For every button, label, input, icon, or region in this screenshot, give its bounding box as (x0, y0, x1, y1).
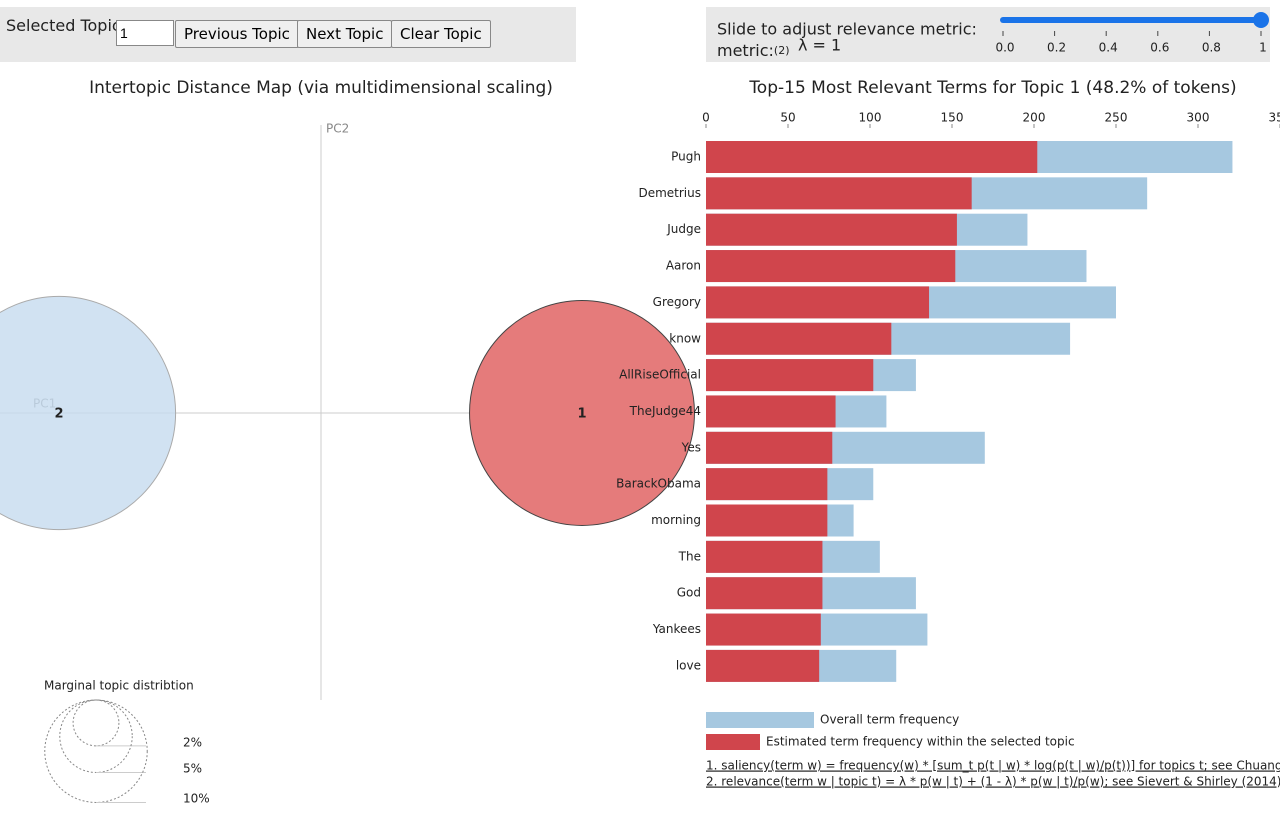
legend-size-label: 5% (183, 762, 202, 776)
term-label: BarackObama (616, 477, 701, 491)
bar[interactable] (706, 322, 892, 355)
x-tick-label: 50 (780, 111, 795, 125)
bar[interactable] (706, 359, 874, 392)
x-tick-label: 150 (941, 111, 964, 125)
topic-label: 2 (54, 407, 63, 422)
next-button[interactable]: Next Topic (297, 20, 393, 48)
legend-title: Marginal topic distribtion (44, 679, 194, 693)
legend-circle (59, 699, 133, 773)
topic-controls: Selected Topic: Previous Topic Next Topi… (0, 7, 576, 62)
term-label: The (678, 549, 701, 563)
bar[interactable] (706, 286, 930, 319)
term-label: Judge (666, 222, 701, 236)
bar[interactable] (706, 395, 836, 428)
legend-label: Overall term frequency (820, 713, 959, 727)
term-label: Yes (681, 440, 701, 454)
legend-circle (72, 699, 120, 747)
slider-thumb[interactable] (1253, 12, 1269, 28)
legend-circle (44, 699, 148, 803)
map-title: Intertopic Distance Map (via multidimens… (89, 78, 553, 98)
term-label: AllRiseOfficial (619, 368, 701, 382)
term-label: Aaron (666, 259, 701, 273)
topic-input[interactable] (116, 20, 174, 46)
term-label: Yankees (652, 622, 701, 636)
chart-title: Top-15 Most Relevant Terms for Topic 1 (… (748, 78, 1236, 98)
bar[interactable] (706, 504, 828, 537)
x-tick-label: 300 (1187, 111, 1210, 125)
term-label: morning (651, 513, 701, 527)
slider-panel (706, 7, 1270, 62)
bar[interactable] (706, 177, 972, 210)
slider-tick-label: 0.6 (1150, 41, 1169, 55)
slider-tick-label: 0.2 (1047, 41, 1066, 55)
term-label: TheJudge44 (629, 404, 701, 418)
slider-note: (2) (774, 44, 790, 57)
topic-label: 1 (577, 407, 586, 422)
x-tick-label: 0 (702, 111, 710, 125)
x-tick-label: 250 (1105, 111, 1128, 125)
term-label: Demetrius (638, 186, 701, 200)
pc2-label: PC2 (326, 122, 349, 136)
slider-label-2: metric:(2) (717, 41, 790, 60)
bar[interactable] (706, 577, 823, 610)
slider-label: Slide to adjust relevance metric: (717, 20, 977, 39)
topic-label: Selected Topic: (6, 16, 127, 35)
slider-tick-label: 0.8 (1202, 41, 1221, 55)
term-label: God (677, 586, 701, 600)
bar[interactable] (706, 431, 833, 464)
topic-circle[interactable] (0, 295, 177, 531)
lambda-label: λ = 1 (798, 36, 841, 55)
slider-tick-label: 1 (1259, 41, 1267, 55)
legend-swatch (706, 734, 760, 750)
legend-swatch (706, 712, 814, 728)
legend-label: Estimated term frequency within the sele… (766, 735, 1075, 749)
term-label: Gregory (653, 295, 701, 309)
footnote: 1. saliency(term w) = frequency(w) * [su… (706, 759, 1280, 773)
slider-tick-label: 0.4 (1099, 41, 1118, 55)
x-tick-label: 350 (1269, 111, 1280, 125)
clear-button[interactable]: Clear Topic (391, 20, 491, 48)
x-tick-label: 100 (859, 111, 882, 125)
bar[interactable] (706, 250, 956, 283)
footnote: 2. relevance(term w | topic t) = λ * p(w… (706, 775, 1280, 789)
term-label: love (676, 658, 701, 672)
legend-size-label: 10% (183, 792, 210, 806)
slider-track (1000, 17, 1264, 23)
slider-tick-label: 0.0 (995, 41, 1014, 55)
bar[interactable] (706, 649, 820, 682)
bar[interactable] (706, 468, 828, 501)
legend-size-label: 2% (183, 736, 202, 750)
bar[interactable] (706, 213, 957, 246)
term-label: know (669, 331, 701, 345)
topic-circle[interactable] (469, 300, 695, 526)
bar[interactable] (706, 613, 821, 646)
bar[interactable] (706, 540, 823, 573)
term-label: Pugh (671, 150, 701, 164)
prev-button[interactable]: Previous Topic (175, 20, 299, 48)
x-tick-label: 200 (1023, 111, 1046, 125)
bar[interactable] (706, 141, 1038, 173)
